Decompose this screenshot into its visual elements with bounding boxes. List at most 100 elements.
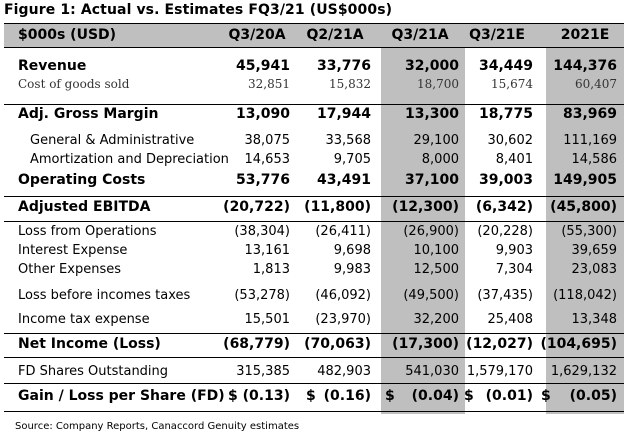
cell-value: (104,695): [540, 336, 617, 352]
cell-value: 7,304: [495, 262, 533, 277]
header-label: $000s (USD): [18, 27, 117, 43]
cell-value: (26,411): [315, 224, 371, 239]
rule-below-net-income: [4, 357, 624, 358]
cell-value: 111,169: [563, 133, 617, 148]
rule-above-net-income: [4, 333, 624, 334]
cell-value: (20,228): [477, 224, 533, 239]
cell-value: 32,851: [248, 77, 290, 91]
cell-value: 9,705: [333, 152, 371, 167]
currency-symbol: $: [306, 388, 316, 404]
cell-value: 13,161: [244, 243, 291, 258]
header-col-2021e: 2021E: [560, 27, 610, 43]
cell-value: (37,435): [477, 288, 533, 303]
row-label: Income tax expense: [18, 312, 150, 327]
cell-value: 315,385: [236, 364, 290, 379]
cell-value: (0.04): [411, 388, 459, 404]
cell-value: 149,905: [553, 172, 617, 188]
cell-value: 34,449: [478, 58, 533, 74]
cell-value: 53,776: [235, 172, 290, 188]
header-col-q3-21a: Q3/21A: [391, 27, 449, 43]
cell-value: 23,083: [571, 262, 618, 277]
rule-above-gross-margin: [4, 104, 624, 105]
cell-value: (46,092): [315, 288, 371, 303]
row-label: Adj. Gross Margin: [18, 106, 159, 122]
cell-value: 14,653: [244, 152, 291, 167]
cell-value: 12,500: [413, 262, 460, 277]
currency-symbol: $: [464, 388, 474, 404]
rule-below-eps: [4, 411, 624, 412]
cell-value: (17,300): [392, 336, 459, 352]
cell-value: (118,042): [553, 288, 617, 303]
cell-value: 45,941: [235, 58, 290, 74]
currency-symbol: $: [385, 388, 395, 404]
cell-value: 13,090: [235, 106, 290, 122]
header-col-q3-20a: Q3/20A: [228, 27, 286, 43]
table-header-bar: [4, 23, 624, 48]
cell-value: (0.13): [242, 388, 290, 404]
row-label: Loss from Operations: [18, 224, 157, 239]
cell-value: (70,063): [304, 336, 371, 352]
cell-value: (68,779): [223, 336, 290, 352]
cell-value: 15,832: [329, 77, 371, 91]
cell-value: 8,000: [421, 152, 459, 167]
cell-value: (49,500): [403, 288, 459, 303]
row-label: Loss before incomes taxes: [18, 288, 191, 303]
row-label: Amortization and Depreciation: [30, 152, 229, 167]
cell-value: 1,629,132: [550, 364, 617, 379]
header-col-q2-21a: Q2/21A: [306, 27, 364, 43]
cell-value: 30,602: [487, 133, 534, 148]
cell-value: 43,491: [316, 172, 371, 188]
cell-value: 9,903: [495, 243, 533, 258]
row-label: FD Shares Outstanding: [18, 364, 169, 379]
row-label: Operating Costs: [18, 172, 146, 188]
cell-value: 8,401: [495, 152, 533, 167]
cell-value: 60,407: [575, 77, 617, 91]
rule-below-ebitda: [4, 221, 624, 222]
rule-above-eps: [4, 383, 624, 384]
cell-value: 18,775: [478, 106, 533, 122]
cell-value: 15,501: [244, 312, 291, 327]
cell-value: 9,698: [333, 243, 371, 258]
cell-value: 541,030: [405, 364, 459, 379]
cell-value: (11,800): [304, 199, 371, 215]
header-col-q3-21e: Q3/21E: [469, 27, 525, 43]
cell-value: 15,674: [491, 77, 533, 91]
cell-value: 25,408: [487, 312, 534, 327]
cell-value: 32,000: [404, 58, 459, 74]
cell-value: 1,579,170: [466, 364, 533, 379]
cell-value: 10,100: [413, 243, 460, 258]
cell-value: 9,983: [333, 262, 371, 277]
row-label: Interest Expense: [18, 243, 128, 258]
cell-value: 32,200: [413, 312, 460, 327]
cell-value: 482,903: [317, 364, 371, 379]
cell-value: (20,722): [223, 199, 290, 215]
cell-value: 33,568: [325, 133, 372, 148]
cell-value: 38,075: [244, 133, 291, 148]
cell-value: (23,970): [315, 312, 371, 327]
rule-above-ebitda: [4, 196, 624, 197]
cell-value: 18,700: [417, 77, 459, 91]
cell-value: (0.05): [569, 388, 617, 404]
cell-value: 17,944: [316, 106, 371, 122]
cell-value: (0.16): [323, 388, 371, 404]
cell-value: (6,342): [475, 199, 533, 215]
cell-value: (38,304): [234, 224, 290, 239]
figure-title: Figure 1: Actual vs. Estimates FQ3/21 (U…: [4, 2, 393, 18]
cell-value: 144,376: [553, 58, 617, 74]
currency-symbol: $: [228, 388, 238, 404]
row-label: Revenue: [18, 58, 87, 74]
cell-value: 14,586: [571, 152, 618, 167]
cell-value: (0.01): [485, 388, 533, 404]
currency-symbol: $: [541, 388, 551, 404]
row-label: Gain / Loss per Share (FD): [18, 388, 225, 404]
cell-value: (12,027): [466, 336, 533, 352]
row-label: Cost of goods sold: [18, 77, 130, 91]
cell-value: (55,300): [561, 224, 617, 239]
cell-value: (12,300): [392, 199, 459, 215]
cell-value: 39,659: [571, 243, 618, 258]
cell-value: 33,776: [316, 58, 371, 74]
cell-value: (45,800): [550, 199, 617, 215]
cell-value: 39,003: [478, 172, 533, 188]
row-label: Net Income (Loss): [18, 336, 161, 352]
row-label: Other Expenses: [18, 262, 121, 277]
